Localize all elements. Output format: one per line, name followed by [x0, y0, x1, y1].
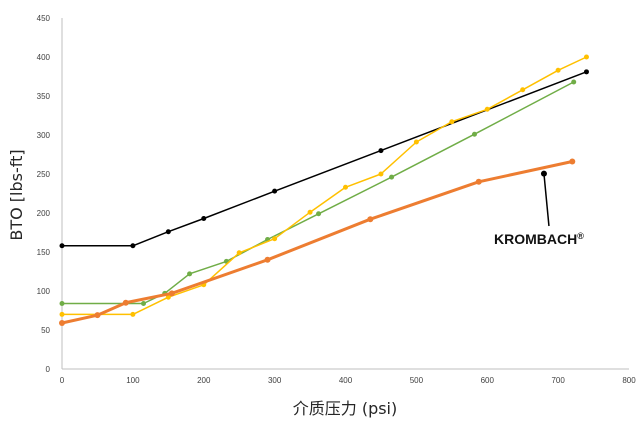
- x-tick-label: 400: [339, 376, 353, 385]
- x-tick-label: 600: [481, 376, 495, 385]
- data-point: [475, 178, 482, 185]
- data-point: [59, 311, 65, 317]
- series-line: [62, 56, 587, 316]
- x-tick-label: 200: [197, 376, 211, 385]
- axes: [61, 18, 629, 370]
- series-1: [59, 79, 577, 306]
- data-point: [571, 79, 577, 85]
- x-tick-label: 700: [551, 376, 565, 385]
- data-point: [555, 67, 561, 73]
- y-tick-label: 350: [37, 92, 51, 101]
- data-point: [141, 300, 147, 306]
- data-point: [168, 290, 175, 297]
- data-point: [583, 54, 589, 60]
- y-tick-labels: 0 50 100 150 200 250 300 350 400 450: [37, 14, 51, 374]
- data-point: [59, 319, 65, 326]
- x-tick-label: 800: [622, 376, 636, 385]
- x-tick-label: 0: [60, 376, 65, 385]
- series-0: [59, 69, 589, 249]
- data-point: [187, 271, 193, 277]
- y-tick-label: 100: [37, 287, 51, 296]
- data-point: [59, 300, 65, 306]
- krombach-label-mark: ®: [577, 231, 584, 241]
- series-3: [59, 158, 576, 326]
- data-point: [484, 106, 490, 112]
- data-point: [378, 148, 384, 154]
- callout-marker: [540, 170, 547, 177]
- x-tick-label: 100: [126, 376, 140, 385]
- data-point: [165, 229, 171, 235]
- y-tick-label: 400: [37, 53, 51, 62]
- data-point: [569, 158, 576, 165]
- x-axis-title: 介质压力 (psi): [293, 399, 398, 418]
- y-axis-title: BTO [lbs-ft]: [7, 149, 26, 240]
- series-line: [61, 160, 573, 325]
- data-point: [449, 119, 455, 125]
- series-2: [59, 54, 589, 317]
- callout-pointer-line: [543, 173, 550, 227]
- data-point: [343, 184, 348, 190]
- x-tick-label: 500: [410, 376, 424, 385]
- y-tick-label: 200: [37, 209, 51, 218]
- series-line: [62, 81, 575, 305]
- data-point: [264, 256, 271, 263]
- series-layer: [59, 54, 589, 326]
- krombach-label-text: KROMBACH: [494, 231, 577, 247]
- data-point: [122, 299, 129, 306]
- data-point: [367, 216, 374, 223]
- data-point: [316, 211, 322, 217]
- data-point: [389, 174, 395, 180]
- data-point: [378, 171, 384, 177]
- data-point: [520, 87, 526, 93]
- y-tick-label: 0: [46, 365, 51, 374]
- y-tick-label: 450: [37, 14, 51, 23]
- data-point: [471, 131, 477, 137]
- y-tick-label: 250: [37, 170, 51, 179]
- x-tick-label: 300: [268, 376, 282, 385]
- data-point: [272, 236, 278, 242]
- data-point: [201, 215, 207, 221]
- data-point: [583, 69, 589, 75]
- y-tick-label: 150: [37, 248, 51, 257]
- x-tick-labels: 0 100 200 300 400 500 600 700 800: [60, 376, 636, 385]
- y-tick-label: 300: [37, 131, 51, 140]
- y-tick-label: 50: [41, 326, 50, 335]
- data-point: [130, 243, 136, 249]
- krombach-callout: KROMBACH®: [494, 170, 584, 247]
- data-point: [94, 312, 101, 319]
- data-point: [59, 243, 65, 249]
- data-point: [307, 209, 313, 215]
- data-point: [165, 294, 171, 300]
- data-point: [272, 188, 278, 194]
- data-point: [130, 311, 136, 317]
- data-point: [236, 250, 242, 256]
- krombach-label: KROMBACH®: [494, 231, 584, 247]
- data-point: [413, 139, 419, 145]
